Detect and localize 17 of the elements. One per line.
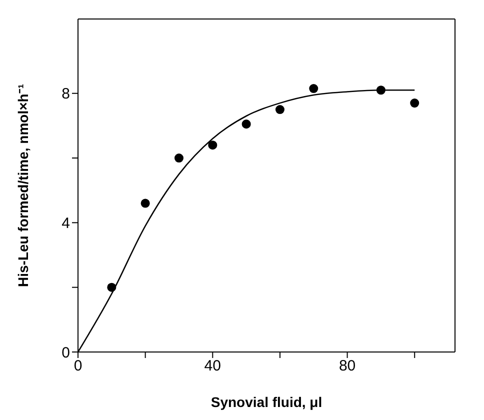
point [242, 120, 251, 129]
point [140, 198, 150, 208]
point [410, 98, 420, 108]
point [208, 140, 218, 150]
x-axis-title: Synovial fluid, μl [210, 394, 322, 410]
point [275, 105, 284, 114]
x-tick-label: 0 [74, 358, 82, 375]
x-tick-label: 40 [204, 358, 221, 375]
point [174, 154, 184, 163]
point [309, 84, 318, 94]
point [376, 86, 386, 95]
y-tick-label: 4 [62, 215, 70, 232]
y-tick-label: 8 [62, 86, 70, 103]
y-axis-title: His-Leu formed/time, nmol×h⁻¹ [15, 84, 31, 287]
x-tick-label: 80 [338, 358, 356, 375]
y-tick-label: 0 [62, 344, 70, 362]
point [107, 282, 116, 292]
